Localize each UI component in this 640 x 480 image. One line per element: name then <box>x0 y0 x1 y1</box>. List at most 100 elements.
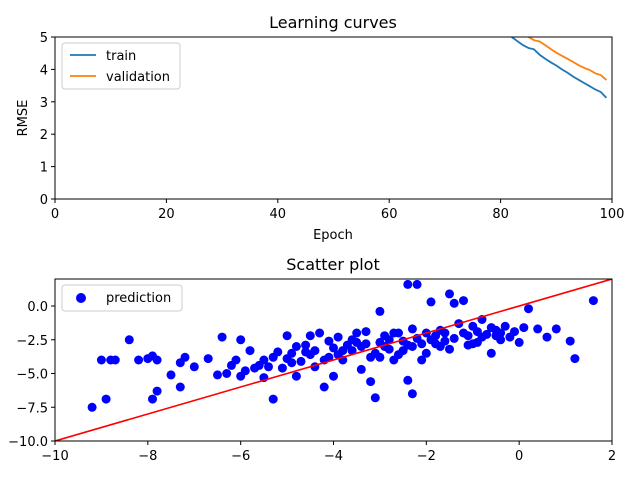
scatter-point <box>375 337 385 347</box>
scatter-point <box>407 389 417 399</box>
scatter-point <box>319 382 329 392</box>
scatter-point <box>175 382 185 392</box>
scatter-point <box>347 335 357 345</box>
scatter-point <box>333 350 343 360</box>
x-axis-ticks: 0 20 40 60 80 100 <box>51 199 624 222</box>
scatter-point <box>329 371 338 381</box>
chart-title: Learning curves <box>269 13 397 32</box>
scatter-point <box>449 298 459 308</box>
legend-label-prediction: prediction <box>106 291 171 306</box>
x-tick-label: 60 <box>381 207 398 222</box>
scatter-point <box>588 296 598 306</box>
scatter-point <box>412 279 422 289</box>
scatter-point <box>124 335 134 345</box>
legend: prediction <box>61 284 183 312</box>
scatter-point <box>551 324 561 334</box>
scatter-point <box>421 348 431 358</box>
x-tick-label: −2 <box>417 449 436 464</box>
scatter-point <box>356 364 366 374</box>
y-tick-label: −7.5 <box>16 401 48 416</box>
scatter-point <box>287 358 297 368</box>
scatter-point <box>394 350 403 360</box>
scatter-point <box>333 332 343 342</box>
scatter-point <box>565 336 575 346</box>
scatter-point <box>87 402 97 412</box>
y-tick-label: −10.0 <box>8 435 48 450</box>
scatter-point <box>361 327 371 337</box>
scatter-point <box>148 394 157 404</box>
x-tick-label: 2 <box>608 449 616 464</box>
y-tick-label: 5 <box>40 31 48 46</box>
scatter-point <box>407 342 417 351</box>
scatter-point <box>301 340 311 350</box>
scatter-point <box>524 304 533 314</box>
scatter-point <box>533 324 543 334</box>
x-tick-label: −4 <box>324 449 343 464</box>
scatter-point <box>259 355 269 365</box>
scatter-point <box>217 332 227 342</box>
x-axis-ticks: −10 −8 −6 −4 −2 0 2 <box>41 441 616 464</box>
x-tick-label: 0 <box>515 449 523 464</box>
scatter-point <box>152 386 162 396</box>
y-tick-label: −5.0 <box>16 368 48 383</box>
legend: train validation <box>61 42 181 90</box>
y-tick-label: 1 <box>40 161 48 176</box>
x-tick-label: −6 <box>231 449 250 464</box>
scatter-point <box>542 332 552 342</box>
scatter-point <box>245 346 255 356</box>
y-tick-label: −2.5 <box>16 334 48 349</box>
scatter-point <box>352 328 362 338</box>
scatter-point <box>110 355 120 365</box>
y-tick-label: 2 <box>40 128 48 143</box>
scatter-point <box>375 352 385 362</box>
scatter-point <box>96 355 106 365</box>
x-tick-label: −8 <box>138 449 157 464</box>
scatter-point <box>134 355 144 365</box>
scatter-point <box>291 371 301 381</box>
scatter-point <box>384 344 394 354</box>
y-tick-label: 3 <box>40 96 48 111</box>
legend-label-validation: validation <box>106 70 170 85</box>
scatter-point <box>570 354 580 364</box>
scatter-point <box>440 336 450 346</box>
x-tick-label: 80 <box>492 207 509 222</box>
learning-curves-chart: Learning curves 0 20 40 60 80 100 0 1 2 3 4 5 Epoc… <box>16 13 624 243</box>
scatter-point <box>380 331 390 341</box>
scatter-point <box>426 335 436 345</box>
scatter-series-group <box>55 279 612 441</box>
series-line-validation <box>528 37 607 81</box>
scatter-point <box>268 394 278 404</box>
scatter-point <box>264 362 273 372</box>
scatter-point <box>282 331 292 341</box>
y-axis-ticks: −10.0 −7.5 −5.0 −2.5 0.0 <box>8 300 55 450</box>
scatter-point <box>203 354 213 364</box>
legend-frame <box>61 284 183 312</box>
x-axis-label: Epoch <box>313 228 353 243</box>
scatter-point <box>403 375 413 385</box>
x-tick-label: 0 <box>51 207 59 222</box>
scatter-point <box>468 321 478 331</box>
scatter-plot-chart: Scatter plot −10 −8 −6 −4 −2 0 2 −10.0 −7.5 −5.0… <box>8 255 616 464</box>
scatter-point <box>291 342 301 351</box>
scatter-point <box>305 331 315 341</box>
scatter-point <box>166 370 176 380</box>
scatter-point <box>486 348 496 358</box>
series-line-train <box>511 37 608 99</box>
scatter-point <box>301 347 311 357</box>
scatter-point <box>329 343 338 353</box>
scatter-point <box>449 333 459 343</box>
plot-frame <box>54 36 613 200</box>
scatter-point <box>324 336 334 346</box>
scatter-point <box>213 370 222 380</box>
x-tick-label: 20 <box>158 207 175 222</box>
y-axis-label: RMSE <box>16 100 31 137</box>
scatter-point <box>510 327 519 337</box>
scatter-point <box>366 352 376 362</box>
scatter-point <box>236 371 246 381</box>
y-tick-label: 0 <box>40 193 48 208</box>
scatter-point <box>445 344 454 354</box>
scatter-point <box>486 323 496 333</box>
scatter-point <box>222 369 232 378</box>
scatter-point <box>403 279 413 289</box>
learning-curves-series-group <box>511 37 608 99</box>
